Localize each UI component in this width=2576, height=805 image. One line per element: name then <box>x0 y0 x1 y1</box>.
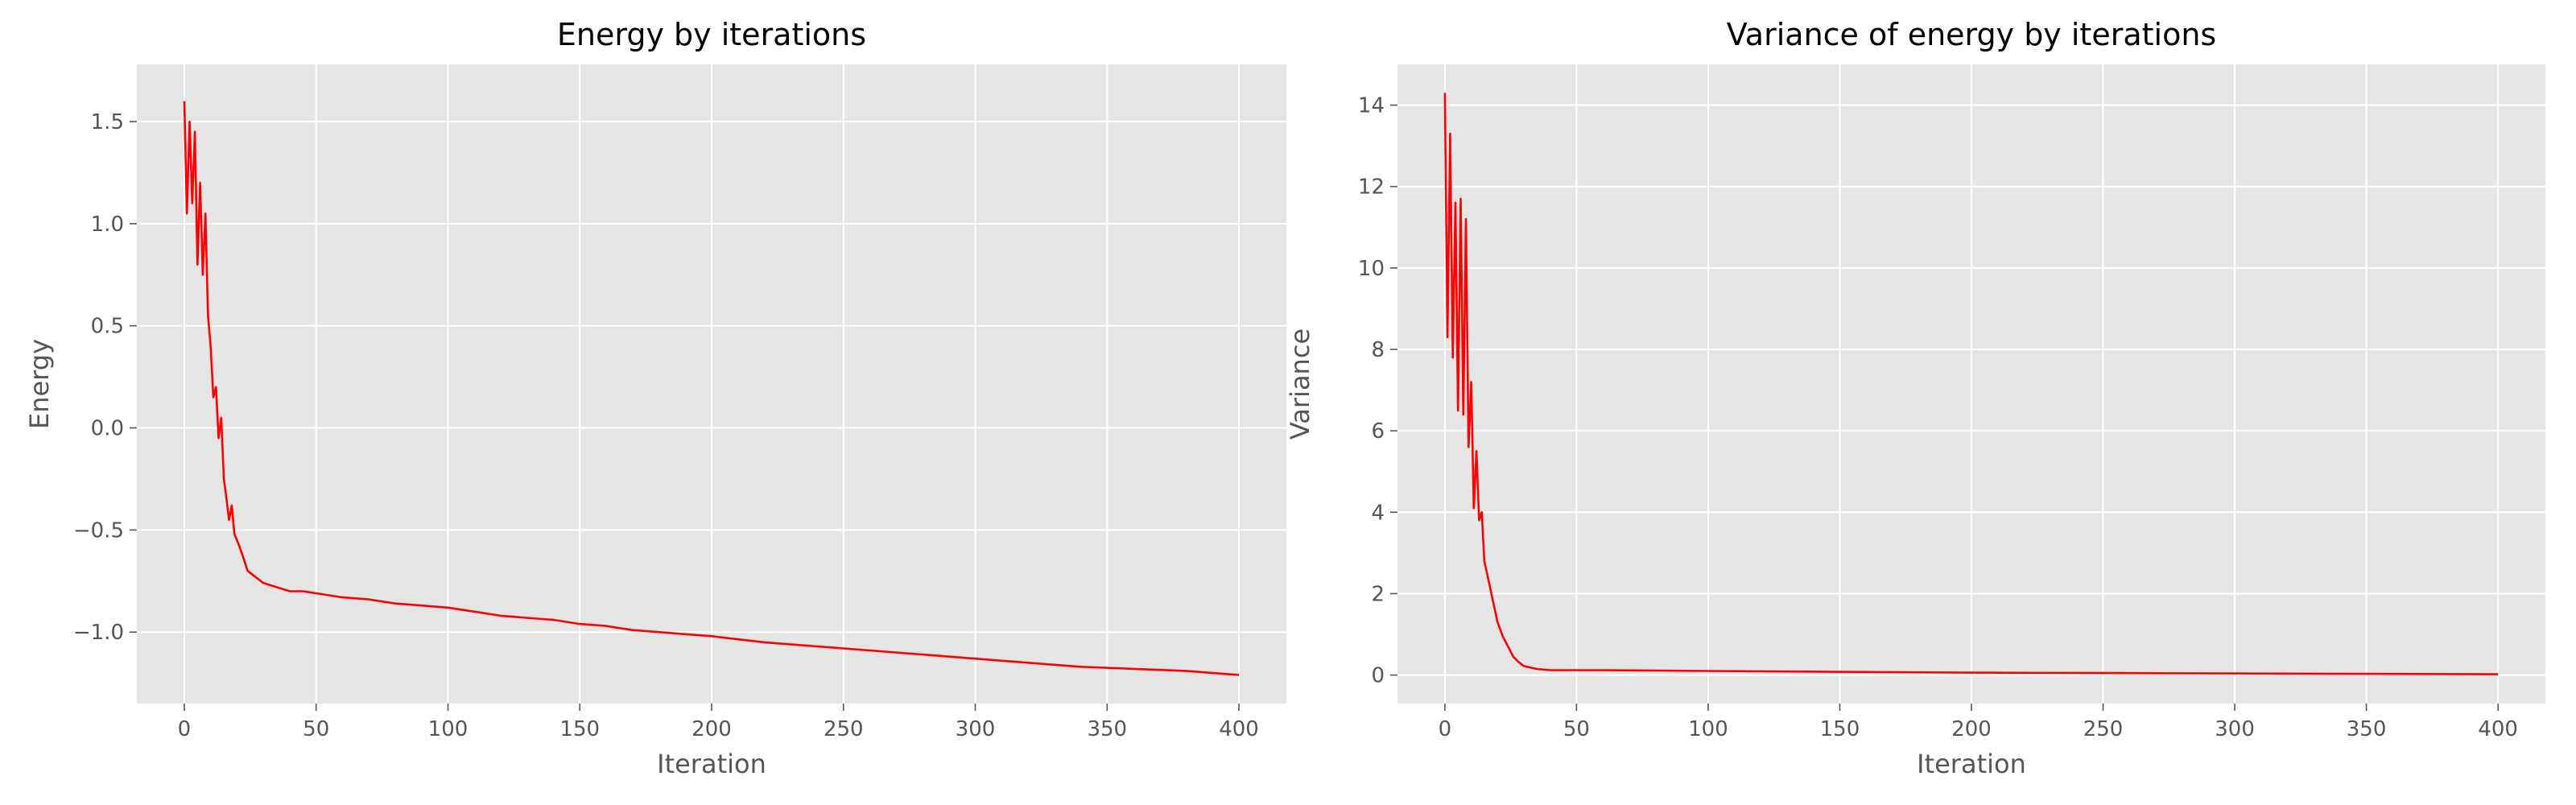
energy-chart-title: Energy by iterations <box>557 17 866 52</box>
variance-series-line <box>1443 93 2499 675</box>
energy-y-tick-label: 1.5 <box>91 110 124 134</box>
energy-x-tick-label: 300 <box>956 717 996 741</box>
variance-y-tick-label: 6 <box>1371 419 1385 444</box>
energy-y-tick-label: −1.0 <box>73 621 124 645</box>
variance-chart-panel: 0 50 100 150 200 250 300 350 400 0 2 4 6 8 10 12 14 Varia… <box>1288 0 2576 805</box>
energy-x-tick-label: 200 <box>691 717 732 741</box>
variance-y-tick-label: 14 <box>1358 94 1385 118</box>
variance-y-tick-label: 12 <box>1358 175 1385 200</box>
variance-y-tick-label: 0 <box>1371 664 1385 688</box>
variance-x-axis-label: Iteration <box>1917 749 2026 779</box>
variance-y-tick-label: 8 <box>1371 338 1385 362</box>
energy-y-tick-label: 1.0 <box>91 213 124 237</box>
energy-y-tick-label: 0.0 <box>91 417 124 441</box>
variance-x-tick-label: 50 <box>1563 717 1590 741</box>
variance-x-tick-label: 0 <box>1439 717 1452 741</box>
variance-x-tick-label: 250 <box>2083 717 2124 741</box>
energy-chart: 0 50 100 150 200 250 300 350 400 1.5 1.0 0.5 0.0 −0.5… <box>24 17 1286 779</box>
energy-x-tick-label: 50 <box>303 717 329 741</box>
energy-y-tick-label: −0.5 <box>73 518 124 543</box>
energy-chart-panel: 0 50 100 150 200 250 300 350 400 1.5 1.0 0.5 0.0 −0.5… <box>24 17 1286 779</box>
energy-x-tick-label: 0 <box>178 717 192 741</box>
energy-series-line <box>183 101 1240 676</box>
variance-y-tick-label: 2 <box>1371 582 1385 606</box>
variance-x-tick-label: 300 <box>2215 717 2255 741</box>
variance-y-tick-label: 10 <box>1358 257 1385 281</box>
variance-y-axis-label: Variance <box>1288 328 1315 440</box>
energy-y-tick-label: 0.5 <box>91 315 124 339</box>
energy-y-axis-label: Energy <box>24 339 55 429</box>
energy-x-tick-label: 150 <box>559 717 600 741</box>
variance-y-tick-label: 4 <box>1371 501 1385 525</box>
energy-x-axis-label: Iteration <box>657 749 766 779</box>
energy-x-tick-label: 400 <box>1219 717 1259 741</box>
energy-x-tick-label: 350 <box>1087 717 1127 741</box>
energy-x-tick-label: 250 <box>824 717 864 741</box>
variance-x-tick-label: 200 <box>1951 717 1992 741</box>
variance-x-tick-label: 400 <box>2478 717 2518 741</box>
variance-chart: 0 50 100 150 200 250 300 350 400 0 2 4 6 8 10 12 14 Varia… <box>1288 17 2545 779</box>
variance-x-tick-label: 150 <box>1820 717 1860 741</box>
variance-chart-title: Variance of energy by iterations <box>1727 17 2216 52</box>
energy-x-tick-label: 100 <box>428 717 469 741</box>
variance-x-tick-label: 350 <box>2347 717 2387 741</box>
variance-x-tick-label: 100 <box>1688 717 1728 741</box>
